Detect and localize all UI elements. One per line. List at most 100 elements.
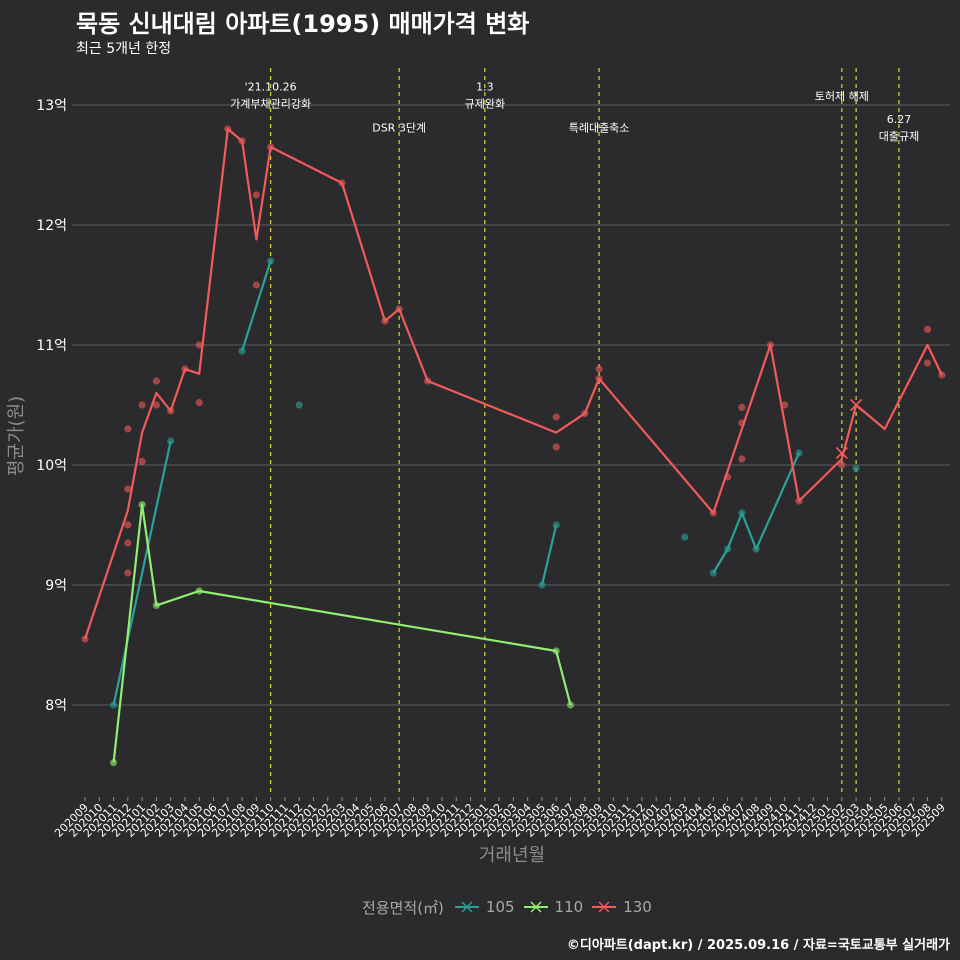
series-lines [83, 127, 943, 763]
series-130-point [724, 473, 732, 481]
series-130-point [552, 443, 560, 451]
event-annotation: '21.10.26 [245, 81, 297, 94]
legend-label-105: 105 [485, 898, 515, 916]
series-130-point [595, 365, 603, 373]
series-130-point [738, 419, 746, 427]
series-110-point [552, 647, 560, 655]
chart-title: 묵동 신내대림 아파트(1995) 매매가격 변화 [76, 10, 530, 38]
series-130-point [238, 137, 246, 145]
series-130-point [167, 407, 175, 415]
y-tick-label: 10억 [36, 458, 67, 474]
series-130-point [124, 485, 132, 493]
series-105-line [112, 440, 172, 706]
x-axis-label: 거래년월 [479, 845, 545, 866]
y-tick-label: 12억 [36, 218, 67, 234]
series-105-line [540, 524, 558, 586]
series-130-point [923, 325, 932, 333]
series-130-point [738, 403, 746, 411]
series-130-point [152, 401, 160, 409]
series-130-point [138, 457, 146, 465]
event-annotation: 규제완화 [465, 98, 505, 111]
series-130-point [124, 569, 132, 577]
series-130-point [709, 509, 717, 517]
source-caption: ©디아파트(dapt.kr) / 2025.09.16 / 자료=국토교통부 실… [566, 938, 950, 953]
y-tick-label: 9억 [45, 578, 67, 594]
series-130-point [195, 341, 203, 349]
series-105-point [752, 545, 760, 553]
y-tick-label: 11억 [36, 338, 67, 354]
legend-item-130: 130 [591, 898, 652, 916]
series-105-point [109, 701, 118, 709]
series-130-point [267, 143, 275, 151]
event-annotation: 가계부채관리강화 [230, 98, 311, 111]
series-110-point [195, 587, 203, 595]
legend-swatch-110-icon [523, 901, 548, 913]
legend-label-130: 130 [623, 898, 652, 916]
series-105-point [538, 581, 546, 589]
series-130-point [81, 635, 89, 643]
y-axis-ticks: 8억 9억 10억 11억 12억 13억 [36, 98, 67, 714]
series-130-point [252, 281, 260, 289]
series-130-x-marker [850, 398, 863, 412]
series-105-point [267, 257, 275, 265]
legend-title: 전용면적(㎡) [362, 898, 444, 917]
x-marker-stroke [835, 446, 848, 460]
event-lines [270, 68, 900, 795]
x-marker-stroke [850, 398, 863, 412]
series-105-point [852, 465, 860, 473]
series-points [81, 125, 946, 767]
series-130-point [424, 377, 432, 385]
series-130-point [781, 401, 789, 409]
series-105-point [295, 401, 303, 409]
series-105-point [709, 569, 717, 577]
series-130-x-marker [835, 446, 848, 460]
series-110-point [152, 601, 160, 610]
series-105-line [712, 452, 801, 574]
series-130-point [795, 497, 803, 505]
series-130-point [224, 125, 232, 133]
x-axis-ticks: 2020092020102020112020122021012021022021… [52, 797, 948, 840]
event-annotation: 대출규제 [879, 130, 919, 143]
chart-subtitle: 최근 5개년 한정 [76, 41, 172, 57]
event-annotation: DSR 3단계 [372, 121, 426, 134]
series-130-point [923, 359, 932, 367]
series-130-point [152, 377, 160, 385]
series-130-line [83, 127, 943, 640]
legend-swatch-105-icon [454, 901, 479, 913]
legend: 전용면적(㎡) 105 110 130 [362, 896, 660, 918]
grid-lines [72, 104, 950, 706]
series-130-point [738, 455, 746, 463]
event-annotation: 6.27 [887, 113, 912, 126]
legend-item-105: 105 [454, 898, 515, 916]
series-105-point [738, 509, 746, 517]
series-105-point [681, 533, 689, 541]
series-130-point [766, 341, 775, 349]
series-105-point [795, 449, 803, 457]
series-130-point [181, 365, 189, 373]
series-110-point [138, 501, 146, 509]
series-130-point [124, 521, 132, 529]
series-130-point [138, 401, 146, 409]
series-130-point [124, 425, 132, 433]
legend-swatch-130-icon [592, 901, 617, 913]
series-130-point [381, 317, 389, 325]
y-tick-label: 13억 [36, 98, 67, 114]
series-130-point [252, 191, 260, 199]
series-105-line [241, 260, 272, 352]
legend-item-110: 110 [523, 898, 584, 916]
series-110-line [112, 503, 572, 763]
y-axis-label: 평균가(원) [6, 396, 27, 476]
event-annotation: 1.3 [476, 81, 494, 94]
event-annotation: 특례대출축소 [569, 121, 630, 134]
series-130-point [552, 413, 560, 421]
series-105-point [552, 521, 560, 529]
series-130-point [124, 539, 132, 547]
legend-label-110: 110 [554, 898, 584, 916]
series-130-point [938, 371, 946, 379]
series-110-point [109, 759, 118, 767]
event-annotation: 토허제 해제 [815, 89, 869, 103]
series-130-point [395, 305, 403, 313]
series-130-point [338, 179, 346, 187]
